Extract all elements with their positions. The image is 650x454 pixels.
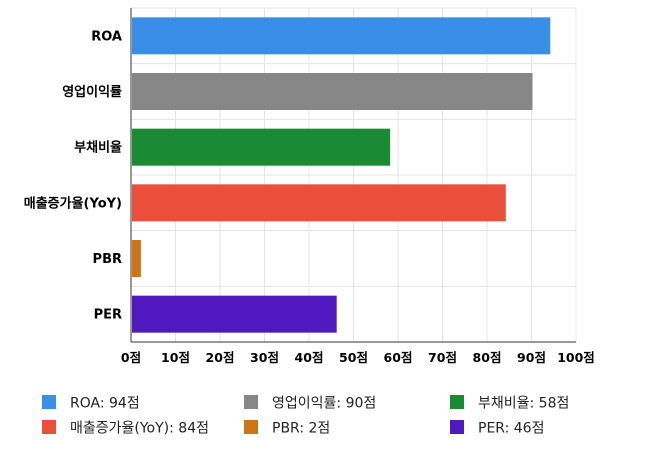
bar-3: [132, 184, 506, 222]
legend-swatch-3: [42, 420, 56, 434]
bars: [132, 17, 551, 333]
x-tick-label-8: 80점: [473, 350, 502, 365]
legend-label-5: PER: 46점: [478, 421, 544, 437]
bar-1: [132, 73, 533, 110]
x-tick-label-9: 90점: [517, 350, 546, 365]
x-tick-label-0: 0점: [121, 350, 141, 365]
legend-swatch-4: [244, 420, 258, 434]
legend-swatch-2: [450, 395, 464, 409]
legend-label-1: 영업이익률: 90점: [272, 396, 376, 412]
x-tick-label-4: 40점: [295, 350, 324, 365]
x-tick-label-3: 30점: [250, 350, 279, 365]
grid: [130, 7, 577, 343]
x-tick-label-2: 20점: [206, 350, 235, 365]
legend-label-4: PBR: 2점: [272, 421, 330, 437]
x-tick-label-5: 50점: [339, 350, 368, 365]
bar-5: [132, 295, 337, 333]
category-label-1: 영업이익률: [62, 84, 122, 100]
legend-swatch-1: [244, 395, 258, 409]
x-tick-label-10: 100점: [557, 350, 595, 365]
legend-label-2: 부채비율: 58점: [478, 396, 569, 412]
bar-0: [132, 17, 551, 55]
x-tick-label-6: 60점: [384, 350, 413, 365]
x-tick-label-7: 70점: [428, 350, 457, 365]
legend-swatch-0: [42, 395, 56, 409]
category-label-2: 부채비율: [74, 140, 122, 156]
category-label-0: ROA: [91, 29, 122, 44]
bar-4: [132, 240, 141, 277]
legend-label-0: ROA: 94점: [70, 396, 140, 412]
category-label-5: PER: [94, 308, 122, 323]
category-label-3: 매출증가율(YoY): [24, 195, 122, 211]
legend-label-3: 매출증가율(YoY): 84점: [70, 421, 209, 437]
bar-2: [132, 128, 391, 166]
category-label-4: PBR: [93, 252, 122, 267]
x-tick-label-1: 10점: [161, 350, 190, 365]
x-axis-ticks: 0점 10점 20점 30점 40점 50점 60점 70점 80점 90점 100점: [121, 350, 595, 365]
legend-swatch-5: [450, 420, 464, 434]
